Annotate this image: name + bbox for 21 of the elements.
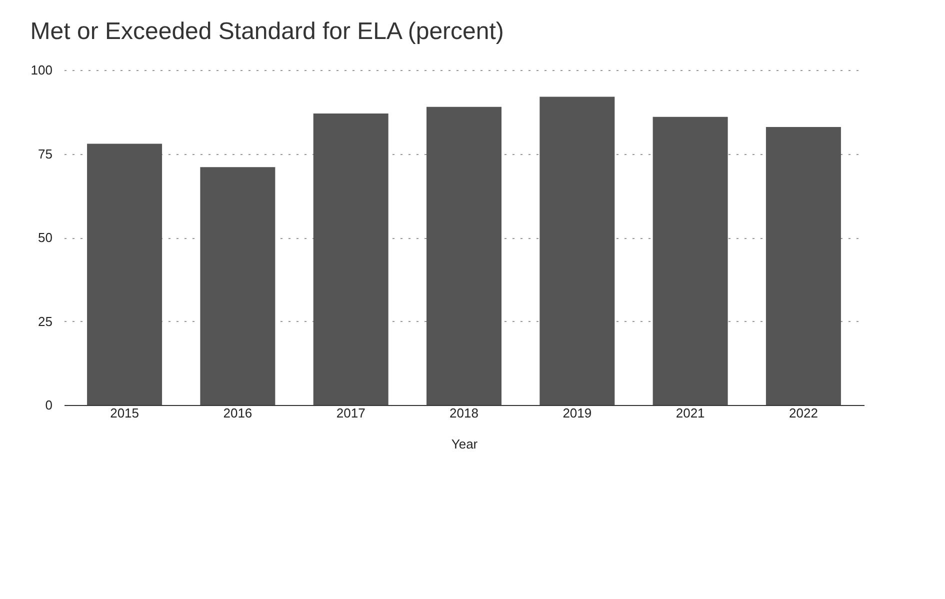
x-tick-label: 2019 — [562, 406, 592, 420]
x-tick-label: 2016 — [223, 406, 252, 420]
x-axis-title: Year — [451, 436, 478, 452]
bar — [313, 114, 388, 405]
x-tick-label: 2015 — [110, 406, 139, 420]
y-tick-label: 100 — [30, 62, 52, 78]
y-tick-label: 0 — [45, 398, 52, 412]
y-tick-label: 25 — [38, 314, 52, 329]
bar — [426, 106, 502, 405]
bar — [200, 167, 276, 405]
y-tick-label: 75 — [38, 146, 52, 162]
x-tick-label: 2017 — [336, 406, 366, 420]
x-tick-label: 2018 — [450, 406, 478, 420]
bar — [652, 116, 728, 405]
bar — [766, 126, 841, 405]
x-tick-label: 2021 — [676, 406, 705, 420]
chart-title: Met or Exceeded Standard for ELA (percent) — [30, 18, 504, 45]
bar — [540, 96, 615, 405]
y-tick-label: 50 — [38, 230, 52, 245]
bar — [87, 144, 162, 405]
x-tick-label: 2022 — [789, 406, 818, 420]
